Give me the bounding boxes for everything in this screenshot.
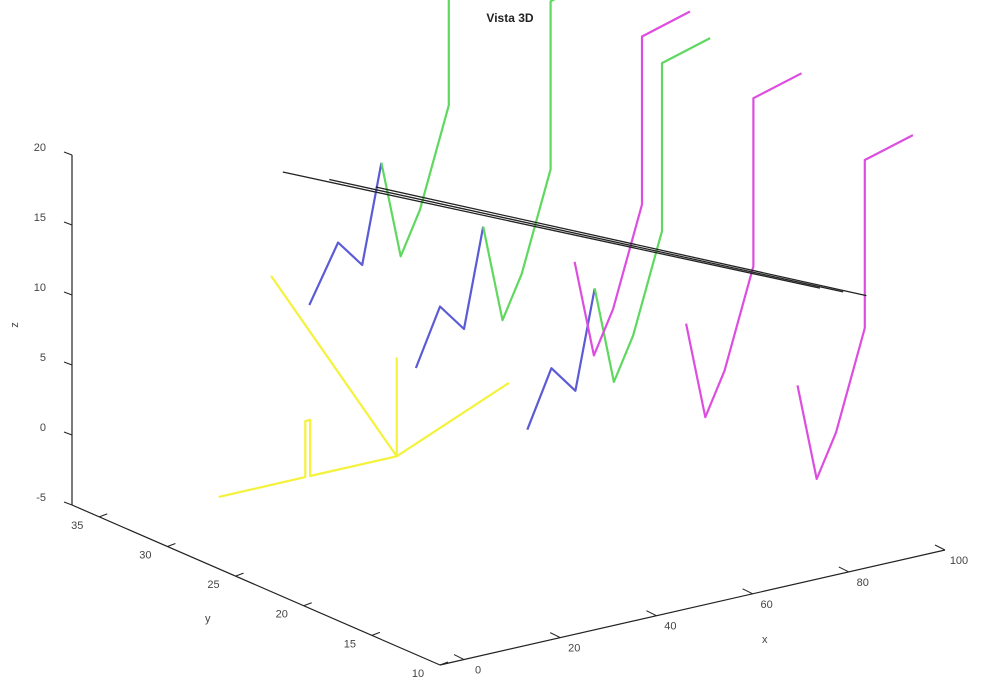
z-tick-mark <box>63 431 73 436</box>
y-tick-label: 25 <box>207 579 219 591</box>
y-tick-mark <box>439 661 449 666</box>
z-tick-mark <box>63 291 73 296</box>
x-axis-label: x <box>762 634 768 646</box>
x-tick-label: 20 <box>568 643 580 655</box>
series-line-5 <box>380 0 450 258</box>
z-tick-label: 15 <box>34 212 46 224</box>
y-tick-mark <box>303 602 312 607</box>
y-tick-mark <box>235 572 244 577</box>
z-tick-label: 0 <box>40 422 46 434</box>
y-tick-label: 30 <box>139 549 151 561</box>
y-tick-mark <box>167 543 176 547</box>
series-line-7 <box>593 37 711 384</box>
y-tick-label: 10 <box>412 668 424 680</box>
y-tick-mark <box>371 631 381 636</box>
series-line-9 <box>685 72 803 419</box>
chart-title: Vista 3D <box>486 11 533 25</box>
z-tick-label: -5 <box>36 492 46 504</box>
x-axis-line <box>439 549 946 666</box>
x-tick-label: 100 <box>950 555 968 567</box>
series-line-3 <box>414 226 485 369</box>
y-tick-label: 35 <box>71 520 83 532</box>
axes <box>71 155 946 666</box>
series-line-12 <box>329 178 844 293</box>
y-axis-line <box>71 504 441 666</box>
series-line-6 <box>482 0 556 322</box>
series-group <box>218 0 914 498</box>
z-tick-mark <box>63 151 73 156</box>
series-line-8 <box>573 10 691 357</box>
x-tick-label: 60 <box>760 599 772 611</box>
x-tick-mark <box>646 610 657 617</box>
x-tick-label: 0 <box>475 665 481 677</box>
x-tick-mark <box>550 632 561 639</box>
series-line-4 <box>526 288 596 431</box>
x-tick-label: 40 <box>664 621 676 633</box>
series-line-10 <box>796 134 914 481</box>
series-line-1 <box>218 275 510 498</box>
x-tick-mark <box>742 588 753 595</box>
z-tick-label: 20 <box>34 142 46 154</box>
z-tick-mark <box>63 361 73 366</box>
x-tick-mark <box>838 566 850 573</box>
series-line-2 <box>308 162 383 306</box>
series-line-13 <box>375 186 867 297</box>
x-tick-label: 80 <box>857 577 869 589</box>
z-tick-label: 10 <box>34 282 46 294</box>
z-tick-mark <box>63 221 73 226</box>
series-line-11 <box>282 171 821 289</box>
ticks: -5 0 5 10 15 20 10 15 20 25 30 35 0 20 40 60 80 100 <box>34 142 968 680</box>
y-tick-label: 15 <box>344 638 356 650</box>
x-tick-mark <box>453 654 465 660</box>
y-axis-label: y <box>205 613 211 625</box>
x-tick-mark <box>934 544 946 551</box>
y-tick-label: 20 <box>276 609 288 621</box>
z-tick-label: 5 <box>40 352 46 364</box>
z-tick-mark <box>63 501 73 506</box>
y-tick-mark <box>99 513 108 518</box>
z-axis-label: z <box>9 322 21 328</box>
